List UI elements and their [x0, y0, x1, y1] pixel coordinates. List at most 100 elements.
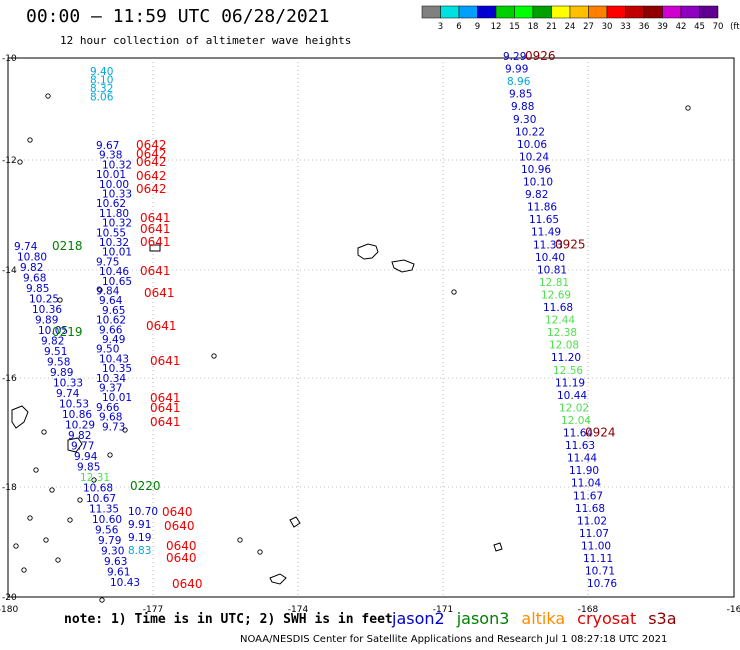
color-scale-swatch — [625, 5, 645, 19]
wave-height-value: 10.35 — [102, 363, 132, 375]
island-outline — [289, 516, 301, 528]
island-outline — [45, 93, 51, 99]
satellite-legend: jason2 jason3 altika cryosat s3a — [392, 609, 677, 629]
color-scale-label: 6 — [456, 22, 461, 32]
island-outline — [49, 487, 55, 493]
color-scale-label: (ft) — [730, 22, 740, 32]
island-outline — [67, 517, 73, 523]
wave-height-value: 10.01 — [102, 247, 132, 259]
pass-time-label: 0640 — [162, 505, 193, 519]
wave-height-value: 11.65 — [529, 214, 559, 226]
wave-height-value: 10.62 — [96, 198, 126, 210]
island-outline — [107, 452, 113, 458]
longitude-label: -171 — [433, 605, 453, 615]
satellite-legend-jason3: jason3 — [456, 609, 510, 628]
wave-height-value: 10.43 — [110, 577, 140, 589]
island-outline — [122, 427, 128, 433]
island-outline — [99, 597, 105, 603]
island-outline — [43, 537, 49, 543]
wave-height-value: 12.81 — [539, 277, 569, 289]
wave-height-value: 10.60 — [92, 514, 122, 526]
island-outline — [97, 287, 103, 293]
color-scale-label: 36 — [639, 22, 650, 32]
island-outline — [27, 137, 33, 143]
wave-height-value: 10.40 — [535, 252, 565, 264]
wave-height-value: 12.02 — [559, 402, 589, 414]
color-scale-label: 9 — [475, 22, 480, 32]
island-outline — [41, 429, 47, 435]
color-scale-swatch — [514, 5, 534, 19]
pass-time-label: 0641 — [150, 391, 181, 405]
wave-height-value: 10.62 — [96, 315, 126, 327]
wave-height-value: 11.02 — [577, 515, 607, 527]
wave-height-value: 10.76 — [587, 578, 617, 590]
wave-height-value: 10.86 — [62, 409, 92, 421]
pass-time-label: 0642 — [136, 147, 167, 161]
island-outline — [91, 477, 97, 483]
latitude-label: -16 — [2, 374, 17, 384]
island-outline — [77, 497, 83, 503]
pass-time-label: 0641 — [140, 211, 171, 225]
latitude-label: -12 — [2, 156, 17, 166]
wave-height-value: 9.30 — [101, 546, 124, 558]
wave-height-value: 12.38 — [547, 327, 577, 339]
pass-time-label: 0641 — [150, 415, 181, 429]
island-outline — [11, 405, 29, 429]
color-scale-swatch — [551, 5, 571, 19]
wave-height-value: 11.64 — [563, 428, 593, 440]
wave-height-value: 12.44 — [545, 315, 575, 327]
wave-height-value: 9.82 — [41, 336, 64, 348]
page-subtitle: 12 hour collection of altimeter wave hei… — [60, 34, 352, 47]
pass-time-label: 0641 — [140, 235, 171, 249]
wave-height-value: 9.67 — [96, 140, 119, 152]
map-grid: -180 -177 -174 -171 -168 -16 -10 -12 -14 -16 -18 -2… — [0, 54, 740, 615]
wave-height-value: 10.06 — [517, 139, 547, 151]
page-title: 00:00 – 11:59 UTC 06/28/2021 — [26, 6, 330, 27]
longitude-label: -174 — [288, 605, 309, 615]
wave-height-value: 9.75 — [96, 256, 119, 268]
pass-time-label: 0640 — [166, 551, 197, 565]
wave-height-value: 9.99 — [505, 64, 528, 76]
pass-time-label: 0641 — [140, 264, 171, 278]
wave-height-value: 10.29 — [65, 420, 95, 432]
pass-time-label: 0642 — [136, 169, 167, 183]
footer-note: note: 1) Time is in UTC; 2) SWH is in fe… — [64, 612, 393, 627]
color-scale-label: 12 — [491, 22, 502, 32]
wave-height-value: 10.70 — [128, 506, 158, 518]
wave-height-value: 9.29 — [503, 51, 526, 63]
pass-time-label: 0640 — [172, 577, 203, 591]
wave-height-value: 11.86 — [527, 202, 557, 214]
wave-height-value: 8.06 — [90, 92, 114, 104]
wave-height-value: 11.80 — [99, 208, 129, 220]
wave-height-value: 10.32 — [102, 159, 132, 171]
footer-credit: NOAA/NESDIS Center for Satellite Applica… — [240, 634, 668, 645]
wave-height-value: 11.49 — [531, 227, 561, 239]
wave-height-value: 9.89 — [35, 315, 58, 327]
wave-height-value: 9.30 — [513, 114, 536, 126]
wave-height-value: 8.83 — [128, 545, 151, 557]
island-outline — [27, 515, 33, 521]
wave-height-value: 8.32 — [90, 83, 113, 95]
island-outline — [493, 542, 503, 552]
color-scale-swatch — [643, 5, 663, 19]
island-outline — [149, 244, 161, 252]
wave-height-value: 9.74 — [14, 241, 38, 253]
wave-height-value: 10.10 — [523, 177, 553, 189]
wave-height-value: 9.85 — [77, 462, 100, 474]
color-scale-label: 3 — [438, 22, 443, 32]
wave-height-value: 9.61 — [107, 567, 130, 579]
wave-height-value: 10.53 — [59, 399, 89, 411]
wave-height-value: 10.96 — [521, 164, 551, 176]
wave-height-value: 11.68 — [543, 302, 573, 314]
satellite-legend-altika: altika — [521, 609, 566, 628]
wave-height-value: 10.80 — [17, 252, 47, 264]
island-outline — [211, 353, 217, 359]
wave-height-value: 10.32 — [99, 237, 129, 249]
satellite-legend-cryosat: cryosat — [577, 609, 637, 628]
pass-time-label: 0220 — [130, 479, 161, 493]
satellite-tracks: 9.299.998.969.859.889.3010.2210.0610.241… — [14, 49, 617, 591]
wave-height-value: 12.56 — [553, 365, 583, 377]
